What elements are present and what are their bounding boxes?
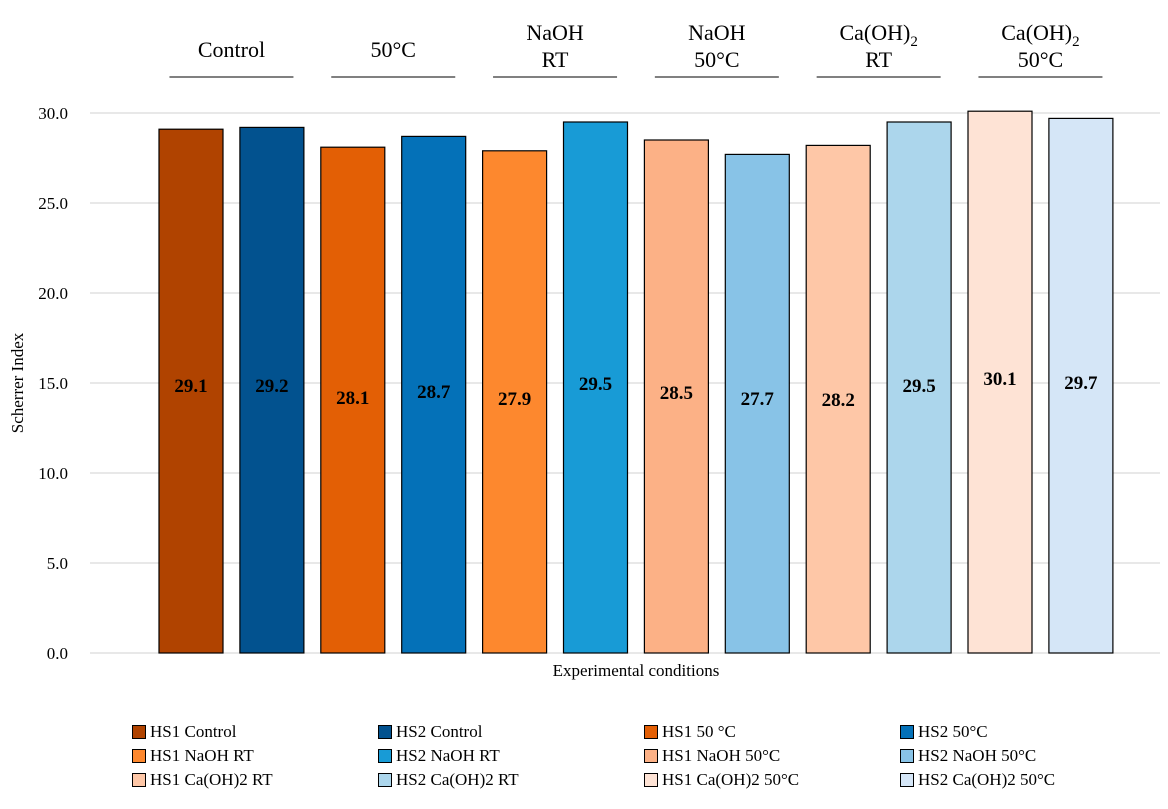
legend-item: HS2 NaOH RT — [378, 746, 500, 766]
legend-swatch — [900, 749, 914, 763]
bar — [158, 128, 224, 654]
data-label: 28.7 — [417, 382, 451, 403]
legend-swatch — [378, 725, 392, 739]
bar — [401, 135, 467, 654]
legend-label: HS1 Ca(OH)2 RT — [150, 770, 273, 789]
legend-swatch — [644, 725, 658, 739]
legend-label: HS1 NaOH RT — [150, 746, 254, 765]
group-label: NaOH — [526, 20, 584, 45]
legend-label: HS1 Ca(OH)2 50°C — [662, 770, 800, 789]
group-label: NaOH — [688, 20, 746, 45]
group-label: 50°C — [694, 47, 739, 72]
data-label: 29.2 — [255, 376, 288, 397]
legend-item: HS2 Ca(OH)2 50°C — [900, 770, 1055, 790]
legend-swatch — [132, 773, 146, 787]
bar — [562, 121, 629, 654]
legend-item: HS2 Ca(OH)2 RT — [378, 770, 519, 790]
legend-label: HS1 Control — [150, 722, 237, 741]
bar — [1048, 117, 1114, 654]
group-label: RT — [542, 47, 569, 72]
y-tick-label: 30.0 — [38, 104, 68, 123]
legend-item: HS1 Ca(OH)2 RT — [132, 770, 273, 790]
data-label: 27.7 — [741, 389, 775, 410]
legend-label: HS1 50 °C — [662, 722, 736, 741]
group-label: 50°C — [371, 37, 416, 62]
group-label: 50°C — [1018, 47, 1063, 72]
bar — [643, 139, 710, 654]
legend-label: HS2 NaOH 50°C — [918, 746, 1037, 765]
y-tick-label: 15.0 — [38, 374, 68, 393]
legend-swatch — [900, 773, 914, 787]
bar — [482, 150, 548, 654]
legend-item: HS1 50 °C — [644, 722, 736, 742]
group-label: Control — [198, 37, 265, 62]
y-tick-label: 5.0 — [47, 554, 68, 573]
y-tick-label: 25.0 — [38, 194, 68, 213]
legend-swatch — [900, 725, 914, 739]
data-label: 27.9 — [498, 389, 531, 410]
group-label: Ca(OH)2 — [1001, 20, 1079, 50]
bar — [320, 146, 386, 654]
legend-label: HS2 NaOH RT — [396, 746, 500, 765]
data-label: 29.5 — [579, 374, 612, 395]
group-label: Ca(OH)2 — [839, 20, 917, 50]
legend-item: HS1 NaOH 50°C — [644, 746, 780, 766]
legend-swatch — [644, 773, 658, 787]
bar — [805, 144, 871, 654]
legend-item: HS1 NaOH RT — [132, 746, 254, 766]
bar-chart: 0.0 5.0 10.0 15.0 20.0 25.0 30.0 Scherrer Index… — [8, 20, 1160, 680]
legend-item: HS1 Ca(OH)2 50°C — [644, 770, 799, 790]
data-label: 28.2 — [822, 390, 855, 411]
legend-swatch — [132, 749, 146, 763]
legend-swatch — [378, 749, 392, 763]
legend-item: HS2 Control — [378, 722, 482, 742]
bar — [967, 110, 1033, 654]
legend-item: HS1 Control — [132, 722, 236, 742]
legend-item: HS2 50°C — [900, 722, 988, 742]
legend-label: HS2 50°C — [918, 722, 988, 741]
data-label: 29.1 — [174, 376, 207, 397]
legend-label: HS2 Ca(OH)2 50°C — [918, 770, 1056, 789]
y-tick-label: 10.0 — [38, 464, 68, 483]
legend-item: HS2 NaOH 50°C — [900, 746, 1036, 766]
y-tick-label: 20.0 — [38, 284, 68, 303]
data-label: 29.5 — [902, 376, 935, 397]
y-tick-label: 0.0 — [47, 644, 68, 663]
legend-label: HS2 Ca(OH)2 RT — [396, 770, 519, 789]
data-label: 28.5 — [660, 383, 693, 404]
bar — [886, 121, 952, 654]
y-axis-label: Scherrer Index — [8, 332, 27, 433]
legend-swatch — [132, 725, 146, 739]
data-label: 29.7 — [1064, 373, 1098, 394]
data-label: 28.1 — [336, 388, 369, 409]
bar — [724, 153, 790, 654]
x-axis-label: Experimental conditions — [553, 661, 720, 680]
legend-label: HS1 NaOH 50°C — [662, 746, 781, 765]
legend-swatch — [378, 773, 392, 787]
group-label: RT — [865, 47, 892, 72]
bar — [239, 126, 305, 654]
legend-label: HS2 Control — [396, 722, 483, 741]
data-label: 30.1 — [983, 369, 1016, 390]
legend-swatch — [644, 749, 658, 763]
